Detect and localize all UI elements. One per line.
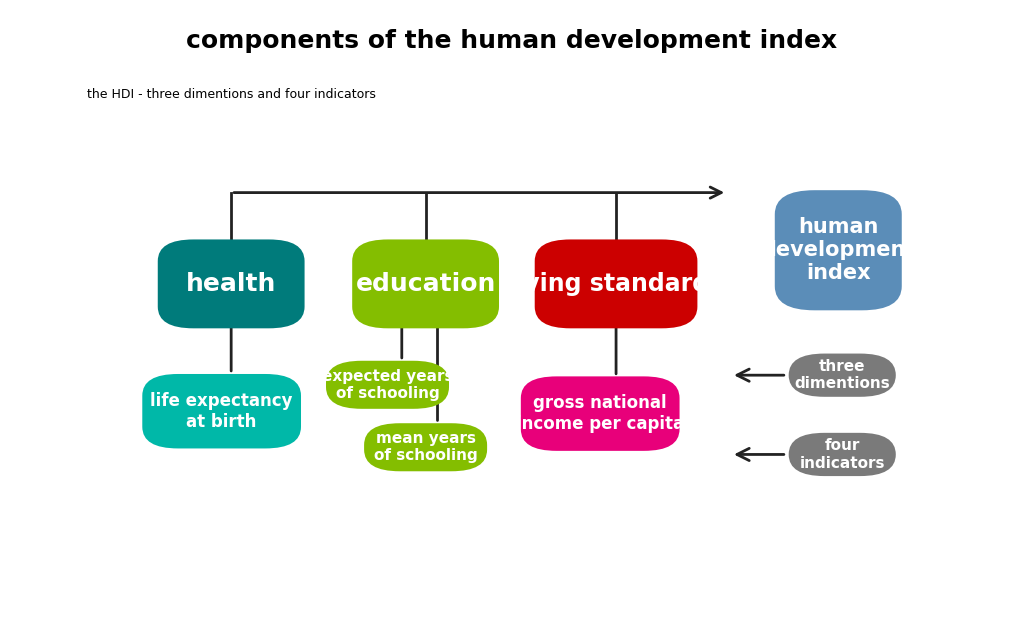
Text: the HDI - three dimentions and four indicators: the HDI - three dimentions and four indi… xyxy=(87,89,376,101)
FancyBboxPatch shape xyxy=(521,376,680,451)
Text: four
indicators: four indicators xyxy=(800,438,885,470)
FancyBboxPatch shape xyxy=(158,240,304,328)
FancyBboxPatch shape xyxy=(365,423,487,471)
FancyBboxPatch shape xyxy=(352,240,499,328)
Text: mean years
of schooling: mean years of schooling xyxy=(374,431,477,464)
Text: living standards: living standards xyxy=(509,272,724,296)
FancyBboxPatch shape xyxy=(142,374,301,449)
Text: components of the human development index: components of the human development inde… xyxy=(186,29,838,52)
FancyBboxPatch shape xyxy=(326,361,449,409)
Text: life expectancy
at birth: life expectancy at birth xyxy=(151,392,293,431)
FancyBboxPatch shape xyxy=(535,240,697,328)
Text: human
development
index: human development index xyxy=(761,217,915,283)
FancyBboxPatch shape xyxy=(788,354,896,397)
Text: three
dimentions: three dimentions xyxy=(795,359,890,391)
Text: education: education xyxy=(355,272,496,296)
Text: gross national
income per capita: gross national income per capita xyxy=(516,394,684,433)
FancyBboxPatch shape xyxy=(775,190,902,310)
Text: health: health xyxy=(186,272,276,296)
Text: expected years
of schooling: expected years of schooling xyxy=(322,369,454,401)
FancyBboxPatch shape xyxy=(788,433,896,476)
